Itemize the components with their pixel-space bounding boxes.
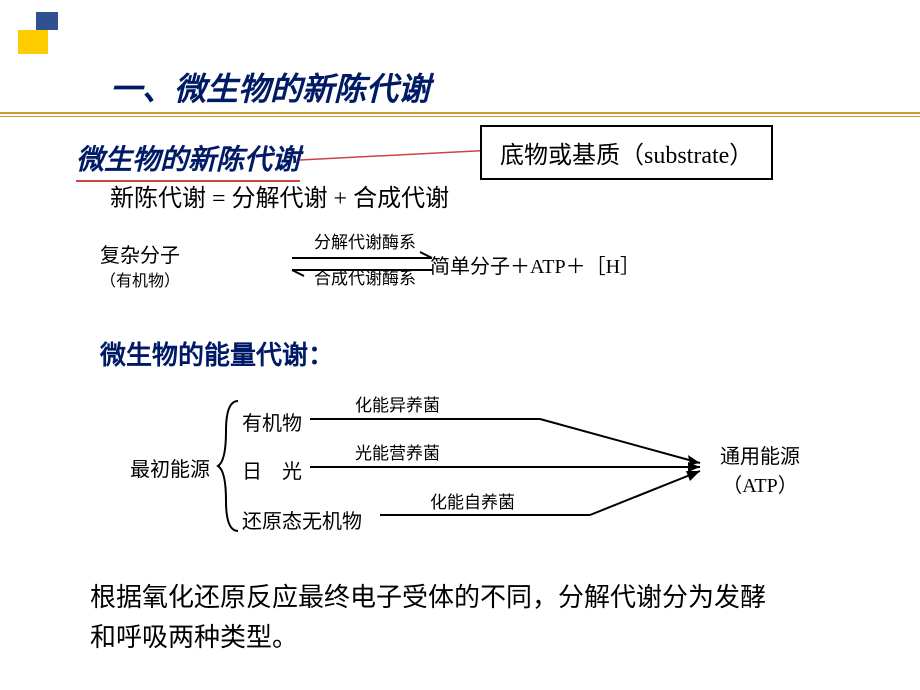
reversible-arrow-icon <box>292 252 442 282</box>
corner-decoration <box>18 12 78 62</box>
atp-label: 通用能源 <box>720 446 800 468</box>
reaction-left: 复杂分子 （有机物） <box>100 244 180 294</box>
divider-line-thin <box>0 116 920 117</box>
source-organic: 有机物 <box>242 407 302 436</box>
initial-energy: 最初能源 <box>130 453 210 482</box>
complex-molecule: 复杂分子 <box>100 245 180 267</box>
blue-square-icon <box>36 12 58 30</box>
subtitle: 微生物的新陈代谢 <box>76 138 300 182</box>
slide-title: 一、微生物的新陈代谢 <box>110 64 430 110</box>
conclusion-text: 根据氧化还原反应最终电子受体的不同，分解代谢分为发酵和呼吸两种类型。 <box>90 578 790 658</box>
organic-note: （有机物） <box>100 273 180 290</box>
catabolism-enzyme: 分解代谢酶系 <box>300 232 430 254</box>
energy-title: 微生物的能量代谢： <box>100 335 334 372</box>
source-sunlight: 日 光 <box>242 455 302 484</box>
atp-sub: （ATP） <box>722 475 798 497</box>
divider-line <box>0 112 920 114</box>
equation-text: 新陈代谢 = 分解代谢 + 合成代谢 <box>110 178 449 213</box>
energy-diagram: 最初能源 有机物 日 光 还原态无机物 化能异养菌 光能营养菌 化能自养菌 通用… <box>130 385 810 555</box>
left-brace-icon <box>218 401 244 531</box>
converge-arrows-icon <box>310 413 710 523</box>
substrate-box: 底物或基质（substrate） <box>480 125 773 180</box>
universal-energy: 通用能源 （ATP） <box>720 440 800 498</box>
yellow-square-icon <box>18 30 48 54</box>
reaction-diagram: 复杂分子 （有机物） 分解代谢酶系 合成代谢酶系 简单分子＋ATP＋［H］ <box>100 232 820 302</box>
reaction-right: 简单分子＋ATP＋［H］ <box>430 250 640 279</box>
